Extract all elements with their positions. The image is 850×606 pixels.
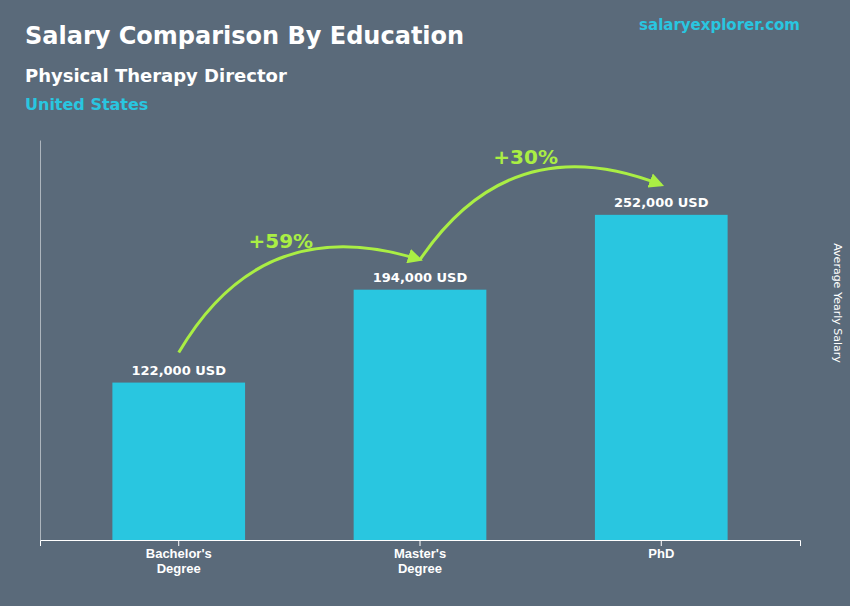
arrow: [420, 167, 661, 260]
bar: [112, 383, 245, 540]
watermark: salaryexplorer.com: [639, 16, 800, 34]
subtitle: United States: [25, 95, 148, 114]
annotation: +59%: [248, 229, 313, 253]
arrow: [179, 247, 420, 353]
annotations: +59% +30%: [179, 145, 662, 353]
data-label: 252,000 USD: [614, 195, 709, 210]
bar: [354, 290, 487, 540]
x-tick-mark: [661, 540, 662, 546]
y-axis: [40, 141, 41, 541]
y-axis-line: [40, 141, 41, 541]
x-tick-label: PhD: [648, 546, 674, 561]
title: Salary Comparison By Education: [25, 22, 464, 50]
x-tick: Bachelor'sDegree: [146, 540, 212, 576]
x-tick-mark: [420, 540, 421, 546]
data-label: 194,000 USD: [373, 270, 468, 285]
x-tick: PhD: [648, 540, 674, 561]
subtitle: Physical Therapy Director: [25, 65, 287, 86]
bar: [595, 215, 728, 540]
data-label: 122,000 USD: [132, 363, 227, 378]
x-tick-label: Bachelor'sDegree: [146, 546, 212, 576]
x-tick: Master'sDegree: [394, 540, 446, 576]
chart: Salary Comparison By Education Physical T…: [0, 0, 850, 606]
x-tick-label: Master'sDegree: [394, 546, 446, 576]
annotation: +30%: [493, 145, 558, 169]
x-axis-line: [41, 541, 801, 547]
y-axis-title: Average Yearly Salary: [831, 243, 844, 363]
x-axis: Bachelor'sDegree Master'sDegree PhD: [41, 540, 801, 576]
bars: [112, 215, 727, 540]
x-tick-mark: [178, 540, 179, 546]
data-labels: 122,000 USD 194,000 USD 252,000 USD: [132, 195, 709, 378]
